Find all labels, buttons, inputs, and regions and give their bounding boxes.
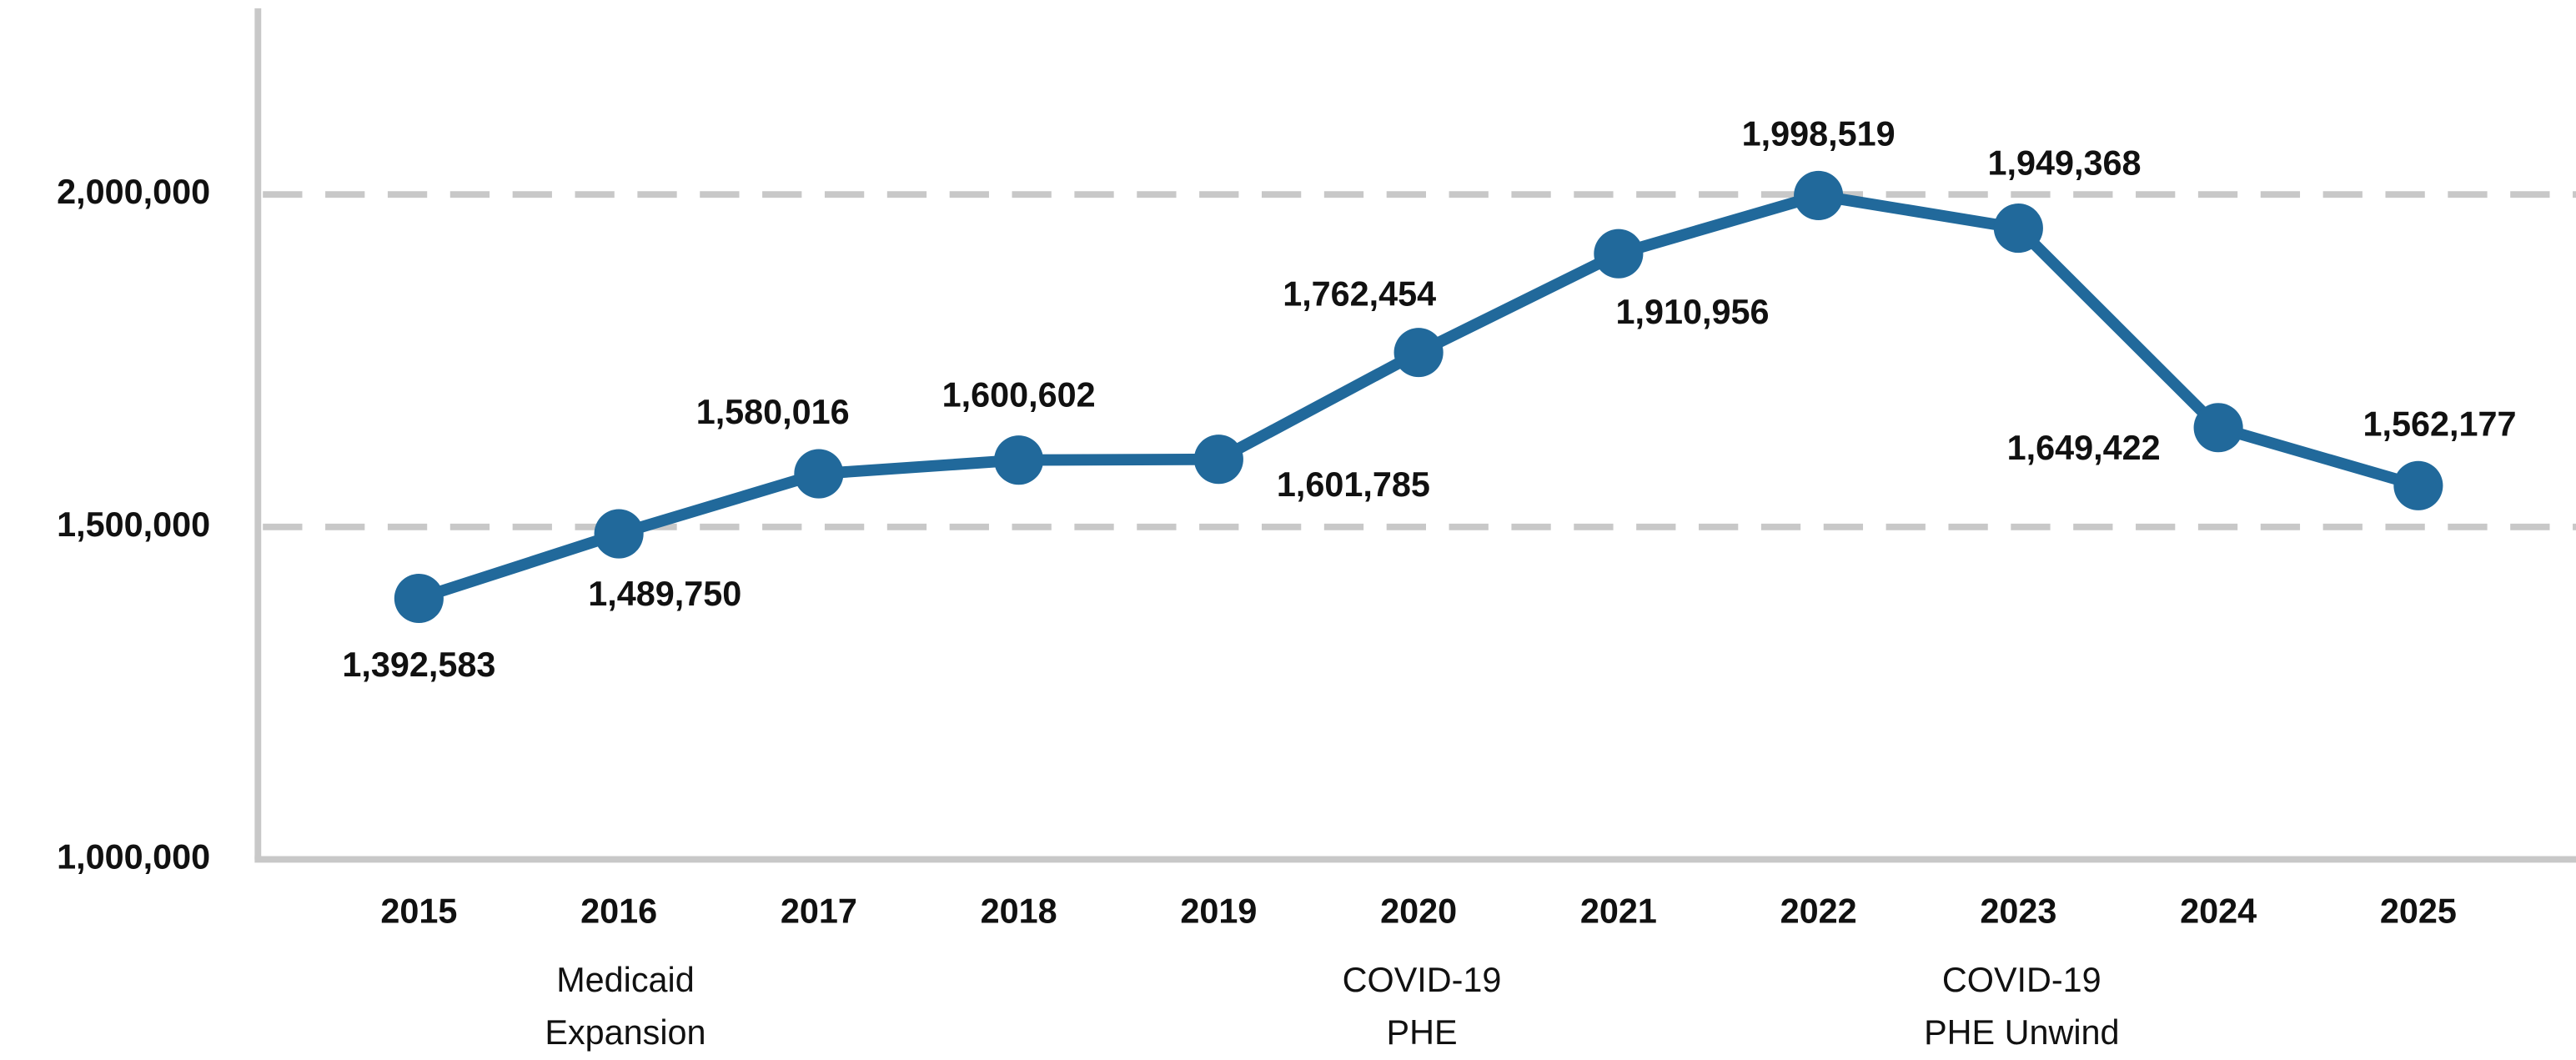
- x-tick-label: 2021: [1580, 892, 1657, 930]
- x-tick-label: 2025: [2380, 892, 2457, 930]
- y-tick-label: 2,000,000: [57, 173, 210, 211]
- data-label: 1,562,177: [2363, 404, 2516, 443]
- x-tick-label: 2023: [1980, 892, 2056, 930]
- x-tick-label: 2024: [2180, 892, 2257, 930]
- x-tick-label: 2019: [1180, 892, 1257, 930]
- data-point: [594, 509, 644, 559]
- data-point: [1794, 170, 1844, 220]
- data-label: 1,580,016: [696, 393, 850, 431]
- data-label: 1,910,956: [1616, 293, 1770, 331]
- data-label: 1,600,602: [942, 376, 1096, 414]
- data-point: [994, 435, 1044, 485]
- annotation: Expansion: [545, 1013, 706, 1052]
- x-tick-label: 2016: [580, 892, 657, 930]
- data-label: 1,601,785: [1277, 465, 1430, 504]
- annotation: COVID-19: [1343, 961, 1502, 999]
- data-point: [2393, 460, 2443, 510]
- annotation: Medicaid: [556, 961, 695, 999]
- y-tick-label: 1,500,000: [57, 505, 210, 544]
- data-label: 1,949,368: [1988, 144, 2142, 183]
- annotation: PHE Unwind: [1924, 1013, 2119, 1052]
- data-point: [394, 573, 444, 624]
- x-tick-label: 2015: [380, 892, 457, 930]
- data-point: [1193, 435, 1243, 485]
- annotation: COVID-19: [1942, 961, 2101, 999]
- data-point: [2193, 403, 2243, 453]
- data-label: 1,762,454: [1283, 275, 1436, 314]
- x-tick-label: 2020: [1380, 892, 1457, 930]
- x-tick-label: 2022: [1780, 892, 1857, 930]
- data-label: 1,998,519: [1742, 114, 1896, 153]
- data-point: [1393, 328, 1444, 378]
- x-tick-label: 2017: [781, 892, 857, 930]
- data-point: [1594, 229, 1644, 279]
- x-tick-label: 2018: [981, 892, 1057, 930]
- data-point: [1993, 203, 2043, 254]
- data-point: [794, 449, 844, 499]
- annotation: PHE: [1387, 1013, 1458, 1052]
- data-label: 1,649,422: [2007, 429, 2161, 467]
- y-tick-label: 1,000,000: [57, 837, 210, 876]
- data-label: 1,392,583: [342, 646, 495, 684]
- data-label: 1,489,750: [588, 575, 741, 613]
